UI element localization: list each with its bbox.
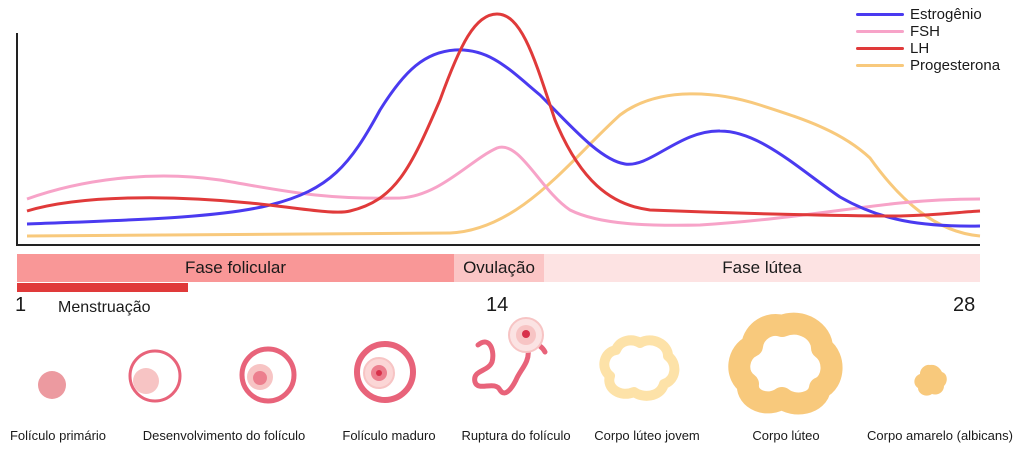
series-line-progesterona — [26, 92, 981, 238]
legend-swatch — [856, 30, 904, 33]
corpus-luteum-icon — [728, 312, 843, 415]
stage-label-corpus-albicans: Corpo amarelo (albicans) — [867, 428, 1013, 443]
developing-follicle-icon — [128, 349, 182, 403]
mature-follicle-icon — [239, 346, 297, 404]
stage-label-follicle-rupture: Ruptura do folículo — [461, 428, 571, 443]
legend-item-progesterona: Progesterona — [856, 57, 1000, 74]
legend-item-lh: LH — [856, 40, 1000, 57]
day-ovulation-label: 14 — [486, 294, 509, 316]
stage-label-developing-follicle: Desenvolvimento do folículo — [142, 428, 306, 443]
ruptured-follicle-icon — [472, 317, 548, 396]
menstruation-label: Menstruação — [58, 299, 151, 316]
series-line-estrogenio — [26, 48, 981, 228]
series-line-lh — [26, 12, 981, 218]
day-end-label: 28 — [953, 294, 976, 316]
legend-label: Progesterona — [910, 57, 1001, 74]
legend-item-fsh: FSH — [856, 23, 1000, 40]
legend-label: FSH — [910, 23, 940, 40]
series-line-fsh — [26, 145, 981, 227]
legend-swatch — [856, 47, 904, 50]
menstruation-bar — [17, 283, 188, 292]
day-start-label: 1 — [15, 294, 27, 316]
stage-label-corpus-luteum: Corpo lúteo — [752, 428, 820, 443]
phase-ovulation-label: Ovulação — [463, 258, 535, 277]
stage-label-young-corpus-luteum: Corpo lúteo jovem — [594, 428, 700, 443]
young-corpus-luteum-icon — [599, 335, 680, 401]
legend-label: Estrogênio — [910, 6, 982, 23]
legend-swatch — [856, 13, 904, 16]
corpus-albicans-icon — [914, 364, 947, 396]
legend-label: LH — [910, 40, 930, 57]
legend: Estrogênio FSH LH Progesterona — [856, 6, 1000, 74]
phase-follicular-label: Fase folicular — [184, 258, 287, 277]
ovulating-follicle-icon — [354, 341, 416, 403]
phase-luteal-label: Fase lútea — [722, 258, 802, 277]
phase-ovulation: Ovulação — [454, 254, 544, 282]
stage-label-mature-follicle: Folículo maduro — [342, 428, 436, 443]
primary-follicle-icon — [38, 371, 66, 399]
phase-follicular: Fase folicular — [17, 254, 454, 282]
legend-item-estrogenio: Estrogênio — [856, 6, 1000, 23]
stage-label-primary-follicle: Folículo primário — [9, 428, 107, 443]
legend-swatch — [856, 64, 904, 67]
phase-luteal: Fase lútea — [544, 254, 980, 282]
